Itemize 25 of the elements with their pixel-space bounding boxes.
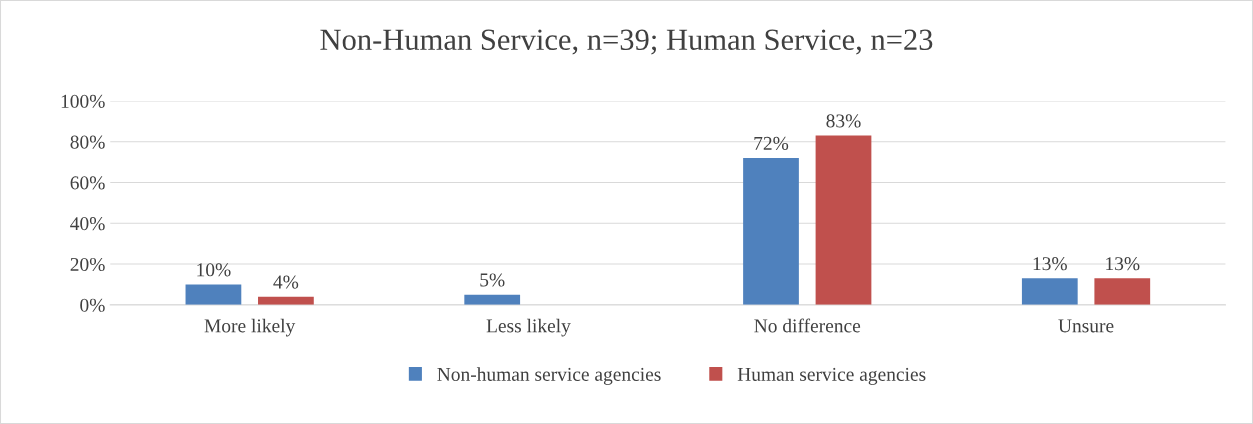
bar: [1094, 278, 1151, 305]
x-tick-label: No difference: [754, 318, 861, 333]
x-tick-label: Unsure: [1058, 319, 1114, 333]
data-label: 4%: [273, 275, 299, 289]
y-tick-label: 20%: [70, 257, 105, 272]
bar: [1021, 278, 1078, 305]
chart-title: Non-Human Service, n=39; Human Service, n=23: [320, 29, 933, 55]
y-tick-label: 100%: [61, 94, 105, 108]
data-label: 13%: [1106, 257, 1140, 271]
x-tick-label: Less likely: [486, 318, 571, 337]
bar: [815, 135, 872, 305]
data-label: 13%: [1033, 257, 1067, 271]
data-label: 10%: [197, 263, 231, 277]
y-tick-label: 0%: [80, 298, 105, 312]
bar: [185, 284, 242, 305]
x-tick-label: More likely: [204, 318, 296, 337]
y-tick-label: 80%: [70, 135, 105, 149]
legend-label: Human service agencies: [737, 367, 926, 385]
data-label: 72%: [754, 136, 789, 150]
legend-label: Non-human service agencies: [437, 367, 661, 385]
y-tick-label: 40%: [70, 217, 105, 231]
data-label: 83%: [826, 114, 861, 128]
y-tick-label: 60%: [70, 176, 105, 190]
bar: [743, 158, 799, 305]
data-label: 5%: [480, 273, 505, 287]
